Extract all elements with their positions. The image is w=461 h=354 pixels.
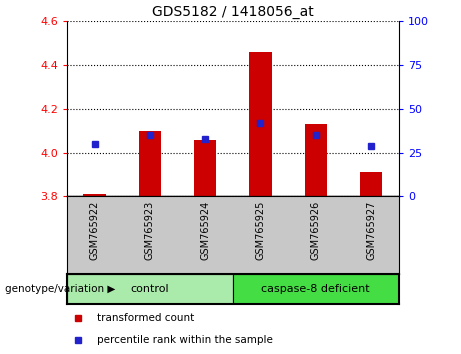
Text: percentile rank within the sample: percentile rank within the sample: [97, 335, 273, 345]
Text: GSM765927: GSM765927: [366, 200, 376, 260]
Text: caspase-8 deficient: caspase-8 deficient: [261, 284, 370, 295]
Text: GSM765924: GSM765924: [200, 200, 210, 259]
Text: control: control: [130, 284, 169, 295]
Text: GSM765922: GSM765922: [89, 200, 100, 260]
Text: transformed count: transformed count: [97, 313, 194, 323]
Bar: [139, 131, 161, 196]
Title: GDS5182 / 1418056_at: GDS5182 / 1418056_at: [152, 5, 313, 19]
Bar: [194, 139, 216, 196]
Text: GSM765926: GSM765926: [311, 200, 321, 259]
Text: genotype/variation ▶: genotype/variation ▶: [5, 284, 115, 295]
Bar: [305, 124, 327, 196]
Bar: [249, 52, 272, 196]
Bar: [360, 172, 382, 196]
Text: GSM765925: GSM765925: [255, 200, 266, 260]
Bar: [67, 274, 233, 304]
Bar: [233, 274, 399, 304]
Text: GSM765923: GSM765923: [145, 200, 155, 259]
Bar: [83, 194, 106, 196]
